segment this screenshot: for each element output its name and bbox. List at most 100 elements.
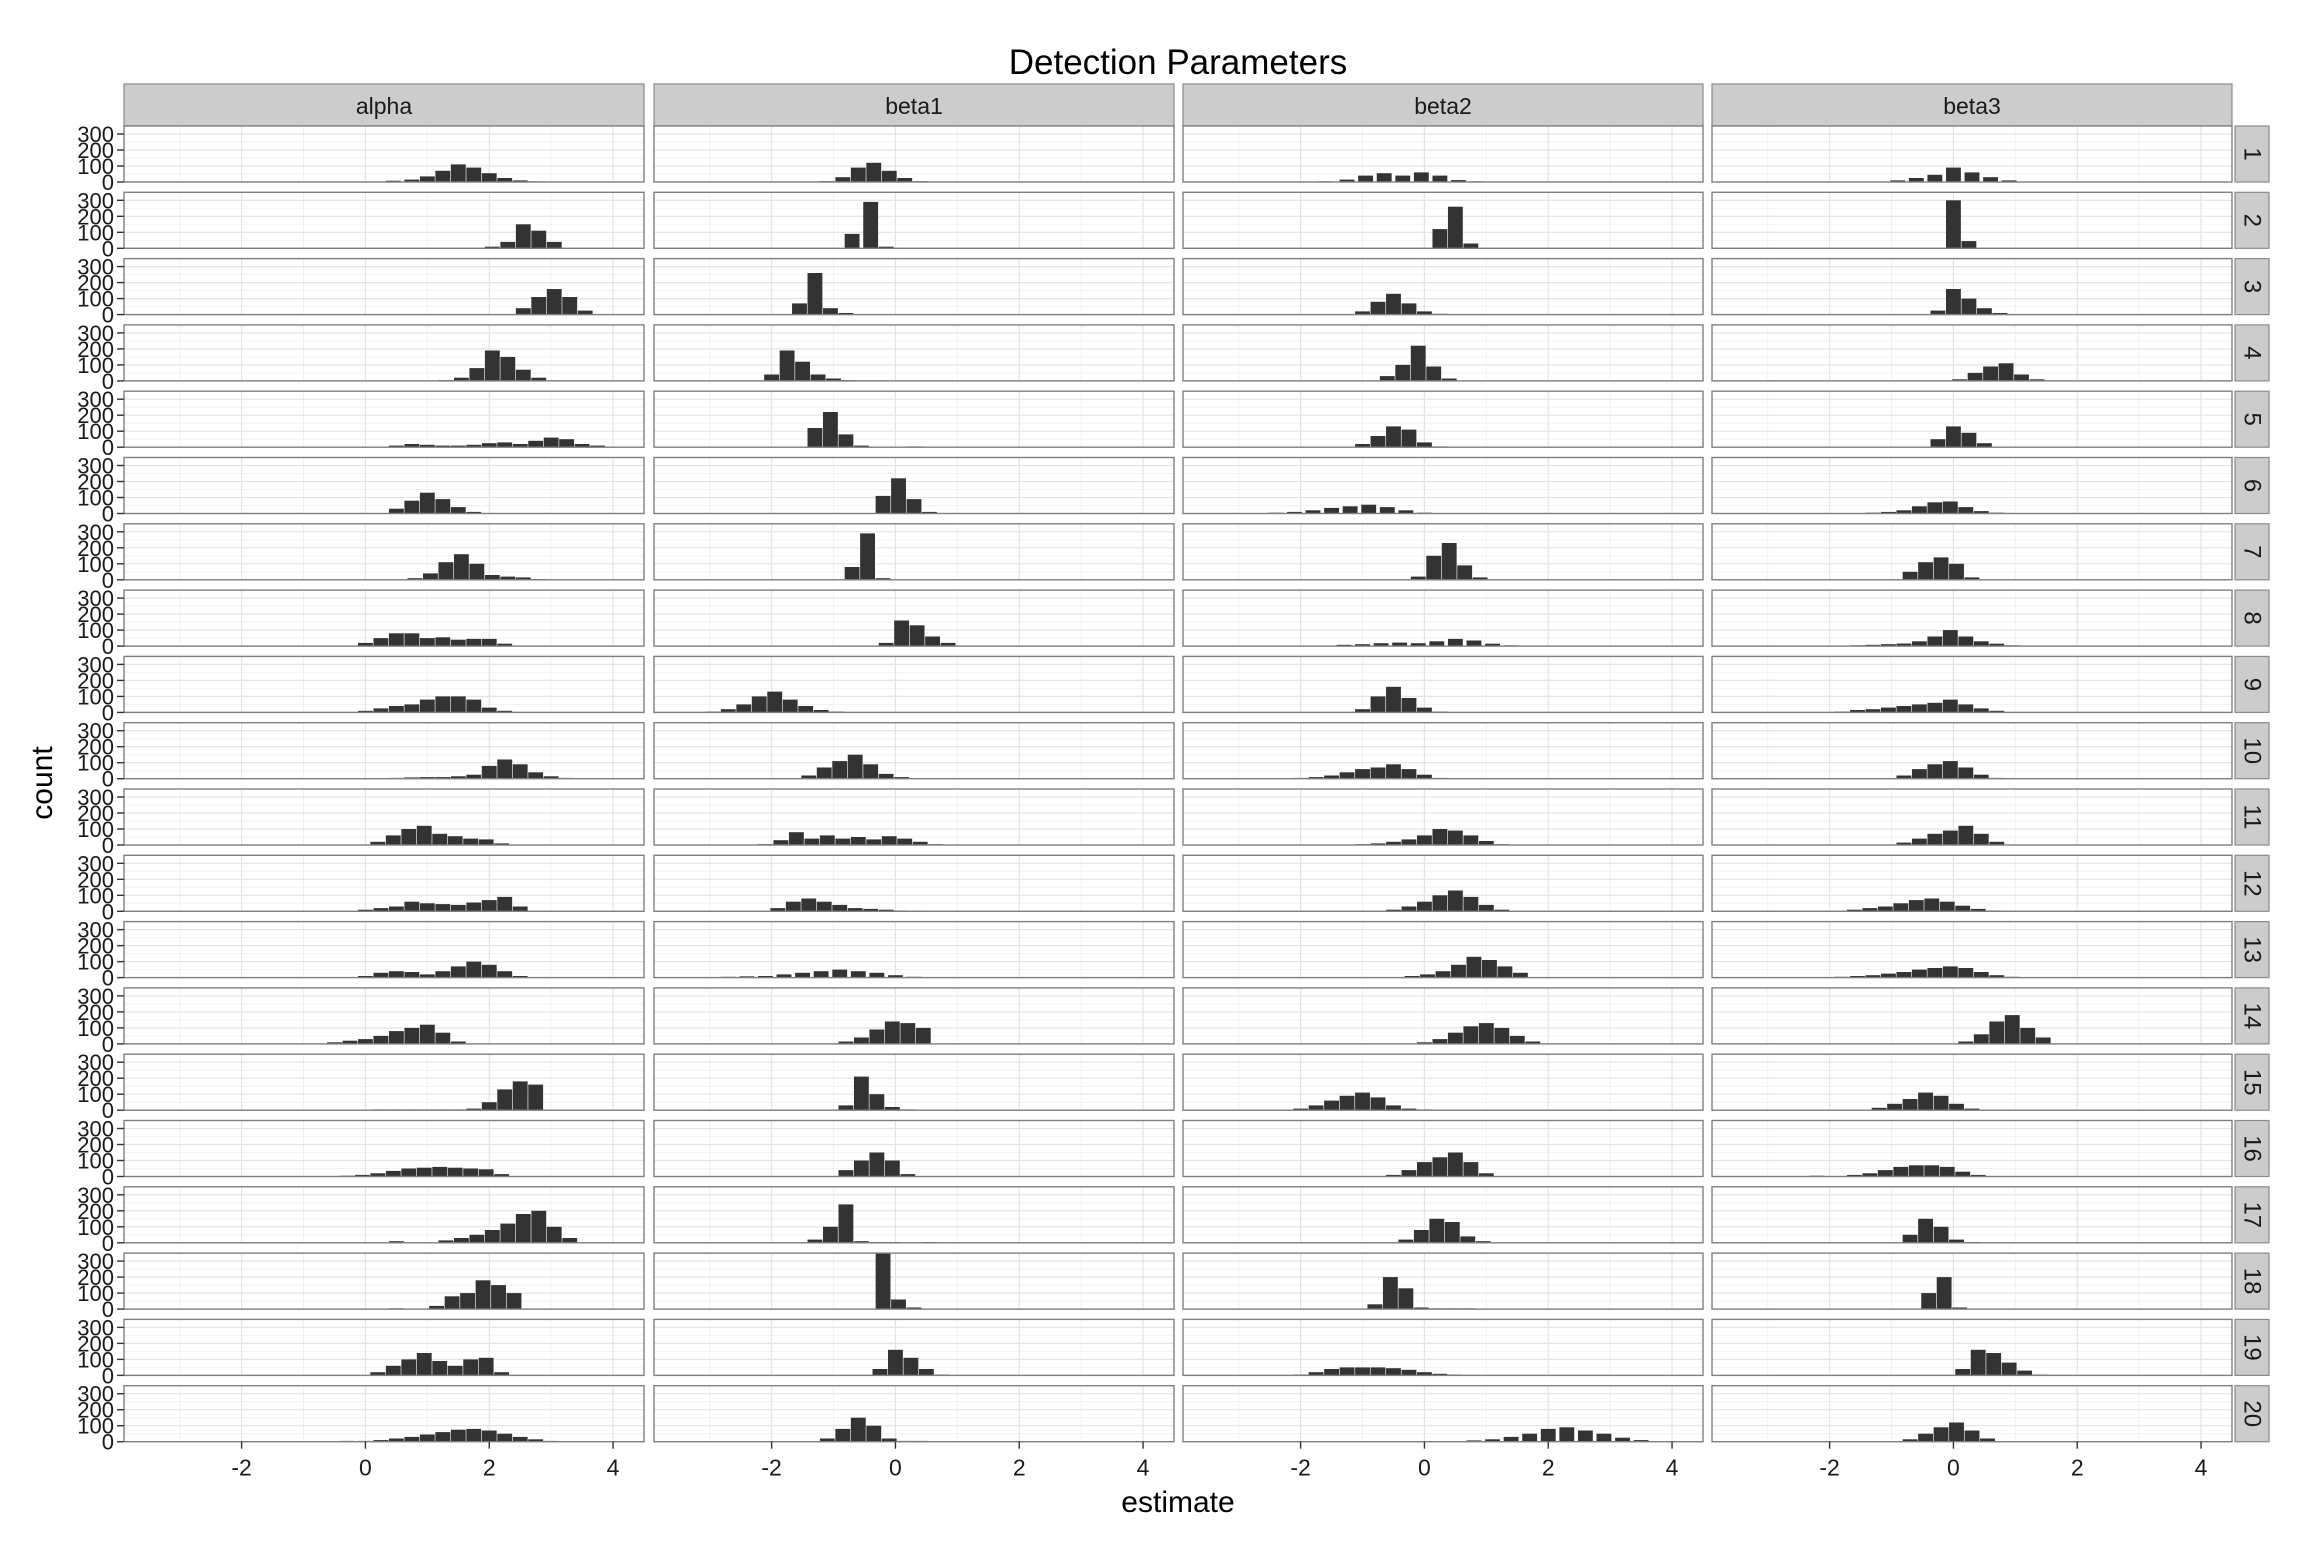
y-tick-label: 200 <box>77 138 114 163</box>
panel-background <box>124 1385 644 1442</box>
histogram-bar <box>897 838 913 845</box>
panel-border <box>123 324 645 382</box>
histogram-bar <box>388 906 404 912</box>
facet-panel <box>123 589 645 647</box>
histogram-bar <box>1970 1174 1986 1177</box>
histogram-bar <box>1949 563 1964 580</box>
x-tick-label: -2 <box>1819 1455 1839 1481</box>
histogram-bar <box>481 443 497 448</box>
panel-background <box>654 126 1174 182</box>
histogram-bar <box>512 1436 528 1442</box>
y-tick-label: 200 <box>77 337 114 362</box>
histogram-bar <box>401 829 417 845</box>
histogram-bar <box>1896 706 1912 713</box>
facet-panel <box>1182 1252 1704 1310</box>
histogram-bar <box>447 836 463 845</box>
histogram-bar <box>823 412 838 448</box>
y-tick-label: 200 <box>77 403 114 428</box>
histogram-bar <box>419 638 435 647</box>
histogram-bar <box>528 1439 544 1442</box>
histogram-bar <box>1970 1349 1986 1376</box>
panel-background <box>1183 722 1703 779</box>
facet-panel <box>123 1119 645 1178</box>
panel-border <box>653 854 1175 912</box>
row-strip-label: 13 <box>2239 936 2266 963</box>
facet-panel <box>123 456 645 515</box>
panel-border <box>1711 191 2233 250</box>
histogram-bar <box>385 1170 401 1177</box>
panel-background <box>1183 1253 1703 1310</box>
histogram-bar <box>751 696 767 713</box>
panel-background <box>654 722 1174 779</box>
y-tick-label: 200 <box>77 204 114 229</box>
facet-panel <box>1711 1384 2233 1443</box>
histogram-bar <box>1478 841 1494 845</box>
panel-border <box>1711 125 2233 183</box>
panel-background <box>124 590 644 647</box>
histogram-bar <box>385 835 401 845</box>
y-tick-label: 0 <box>102 502 114 527</box>
histogram-bar <box>1463 1162 1479 1177</box>
panel-border <box>1182 523 1704 581</box>
histogram-bar <box>878 773 894 779</box>
panel-background <box>1712 523 2232 580</box>
y-tick-label: 100 <box>77 353 114 378</box>
histogram-bar <box>1386 426 1401 448</box>
histogram-bar <box>1846 1174 1862 1177</box>
histogram-bar <box>1902 1439 1918 1442</box>
row-strip-label: 8 <box>2239 611 2266 624</box>
panel-border <box>1711 1252 2233 1310</box>
histogram-bar <box>2001 180 2017 182</box>
histogram-bar <box>1401 1369 1417 1376</box>
facet-panel <box>653 722 1175 780</box>
facet-panel <box>1711 1186 2233 1244</box>
panel-background <box>654 1385 1174 1442</box>
panel-border <box>653 456 1175 515</box>
row-strip <box>2234 788 2270 846</box>
row-strip-label: 11 <box>2239 805 2266 830</box>
panel-background <box>124 789 644 845</box>
histogram-bar <box>546 241 562 249</box>
histogram-bar <box>773 840 789 845</box>
histogram-bar <box>869 1152 885 1177</box>
histogram-bar <box>1447 830 1463 845</box>
histogram-bar <box>450 776 466 779</box>
y-tick-label: 300 <box>77 255 114 280</box>
histogram-bar <box>512 976 528 978</box>
histogram-bar <box>1911 969 1927 978</box>
histogram-bar <box>813 971 829 978</box>
panel-border <box>1182 191 1704 250</box>
panel-background <box>124 1253 644 1310</box>
histogram-bar <box>1355 644 1370 647</box>
histogram-bar <box>1463 835 1479 845</box>
y-tick-label: 300 <box>77 387 114 412</box>
histogram-bar <box>1952 379 1968 381</box>
y-tick-label: 100 <box>77 1347 114 1372</box>
histogram-bar <box>435 170 451 182</box>
panel-background <box>124 855 644 912</box>
histogram-bar <box>816 901 832 912</box>
histogram-bar <box>1447 206 1463 249</box>
histogram-bar <box>429 1305 445 1310</box>
panel-background <box>1712 987 2232 1044</box>
panel-border <box>1711 257 2233 316</box>
panel-background <box>1183 921 1703 978</box>
histogram-bar <box>795 972 810 978</box>
histogram-bar <box>884 1160 900 1177</box>
panel-background <box>1712 1054 2232 1111</box>
histogram-bar <box>416 825 432 845</box>
histogram-bar <box>850 971 866 978</box>
histogram-bar <box>515 369 531 381</box>
histogram-bar <box>1342 506 1358 514</box>
histogram-bar <box>764 374 780 381</box>
facet-panel <box>123 125 645 183</box>
histogram-bar <box>1933 1226 1949 1243</box>
histogram-bar <box>779 350 795 381</box>
histogram-bar <box>435 696 451 713</box>
histogram-bar <box>1930 310 1946 315</box>
histogram-bar <box>416 1167 432 1177</box>
histogram-bar <box>1324 1100 1339 1111</box>
panel-border <box>1182 1119 1704 1178</box>
panel-border <box>123 1053 645 1111</box>
histogram-bar <box>819 835 835 845</box>
